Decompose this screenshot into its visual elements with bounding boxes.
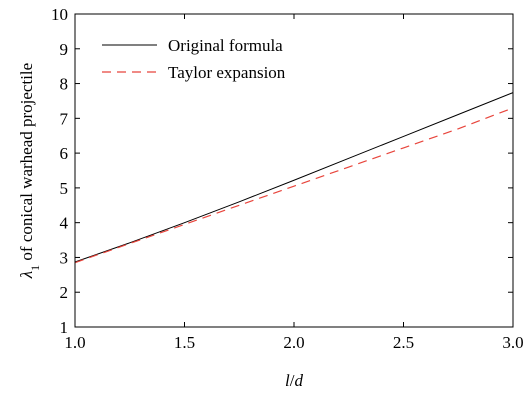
y-tick-label: 6 <box>60 144 69 163</box>
x-tick-label: 2.0 <box>283 333 304 352</box>
y-tick-label: 7 <box>60 109 69 128</box>
legend-label-1: Original formula <box>168 36 283 55</box>
y-tick-label: 10 <box>51 5 68 24</box>
legend-label-2: Taylor expansion <box>168 63 286 82</box>
x-tick-label: 3.0 <box>502 333 523 352</box>
x-tick-label: 2.5 <box>393 333 414 352</box>
y-axis-title: λ1 of conical warhead projectile <box>17 63 42 279</box>
y-tick-label: 8 <box>60 75 69 94</box>
y-tick-label: 2 <box>60 283 69 302</box>
y-tick-label: 9 <box>60 40 69 59</box>
y-tick-label: 3 <box>60 248 69 267</box>
legend: Original formula Taylor expansion <box>102 36 286 82</box>
y-tick-label: 4 <box>60 214 69 233</box>
x-axis-title: l/d <box>285 371 303 390</box>
axes: 1.0 1.5 2.0 2.5 3.0 1 2 3 4 5 6 7 8 9 10 l/d λ1 of conic… <box>17 5 524 390</box>
series-line-2 <box>74 107 514 264</box>
series-line-1 <box>74 92 514 263</box>
y-tick-label: 1 <box>60 318 69 337</box>
x-tick-label: 1.0 <box>64 333 85 352</box>
plot-frame <box>74 13 514 328</box>
plot-area <box>74 92 514 264</box>
y-tick-label: 5 <box>60 179 69 198</box>
x-tick-label: 1.5 <box>174 333 195 352</box>
